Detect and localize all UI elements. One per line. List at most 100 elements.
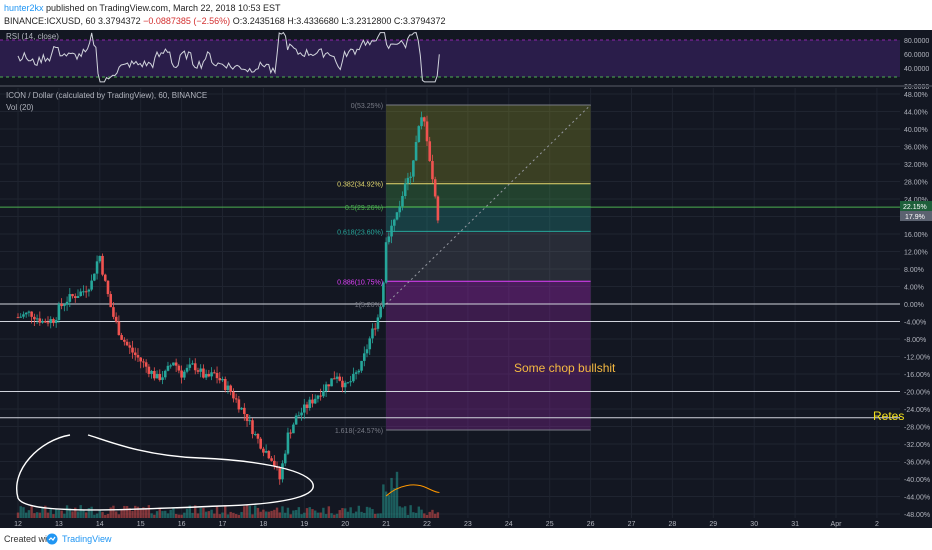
candle-body [60,303,63,307]
candle-body [392,219,396,226]
volume-bar [393,488,396,518]
volume-bar [109,507,112,518]
volume-bar [281,506,284,518]
price-axis-tick: -40.00% [904,477,930,484]
candle-body [319,395,322,397]
candle-body [365,349,369,354]
volume-bar [172,507,175,518]
volume-bar [90,506,93,518]
candle-body [237,399,241,410]
price-axis-tick: 44.00% [904,110,928,117]
candle-body [251,420,254,435]
annotation-retest[interactable]: Retes [873,409,904,423]
price-axis-tick: 4.00% [904,285,924,292]
volume-bar [27,510,31,518]
volume-bar [68,508,72,518]
volume-bar [420,509,423,518]
candle-body [403,183,407,197]
tradingview-link[interactable]: TradingView [62,534,112,544]
volume-bar [384,491,388,518]
volume-bar [150,513,153,518]
volume-bar [177,514,181,518]
volume-bar [335,513,339,518]
volume-bar [41,507,44,518]
candle-body [131,347,134,353]
volume-bar [390,477,393,518]
volume-bar [202,507,205,518]
price-axis-tick: -16.00% [904,372,930,379]
price-axis-tick: -12.00% [904,355,930,362]
candle-body [433,179,437,197]
candle-body [191,363,194,365]
volume-bar [327,506,331,518]
price-axis[interactable]: 48.00% 44.00% 40.00% 36.00% 32.00% 28.00% 24.0… [904,92,930,519]
candle-body [357,370,361,373]
time-axis[interactable]: 12 13 14 15 16 17 18 19 20 21 22 23 24 25 26 27 28 29 30 31… [14,521,879,528]
rsi-band [0,40,900,77]
high-price: H:3.4336680 [287,16,339,26]
candle-body [57,303,61,321]
volume-bar [74,507,77,518]
chart-svg[interactable]: RSI (14, close) 80.0000 60.0000 40.0000 … [0,30,932,528]
candle-body [428,141,432,162]
candle-body [297,415,301,417]
candle-body [114,316,118,322]
fib-zones [385,104,591,431]
volume-ma-line [385,484,440,497]
candle-body [185,367,189,372]
time-axis-tick: 21 [382,521,390,528]
volume-bar [423,513,426,518]
price-axis-tick: 16.00% [904,232,928,239]
volume-bar [123,505,126,518]
candle-body [142,361,145,363]
price-change: −0.0887385 (−2.56%) [143,16,231,26]
candle-body [338,376,342,381]
time-axis-tick: 19 [300,521,308,528]
candle-body [144,362,148,367]
price-axis-tick: 32.00% [904,162,928,169]
candle-body [335,376,339,379]
candle-body [112,307,115,317]
volume-bar [134,505,137,518]
candle-body [425,121,429,142]
candle-body [376,317,380,329]
candle-body [346,382,350,384]
price-axis-tick: -4.00% [904,320,926,327]
volume-bar [275,507,279,518]
candle-body [63,304,66,307]
price-axis-tick: 36.00% [904,145,928,152]
author-link[interactable]: hunter2kx [4,3,44,13]
hand-drawn-circle[interactable] [16,434,314,511]
volume-bar [87,508,91,518]
chart-area[interactable]: RSI (14, close) 80.0000 60.0000 40.0000 … [0,30,932,528]
volume-bar [300,514,303,518]
volume-bar [98,510,101,518]
volume-bar [284,512,287,518]
volume-bar [180,514,183,518]
candle-body [332,378,336,380]
volume-bar [125,506,129,518]
candle-body [76,296,80,298]
badge-22-bg [900,201,932,211]
volume-bar [117,514,121,518]
fib-zone [386,206,591,232]
time-axis-tick: 24 [505,521,513,528]
candle-body [93,273,96,281]
volume-bar [373,513,377,518]
volume-bar [243,506,246,518]
volume-bar [368,507,371,518]
candle-body [303,404,306,413]
candle-body [360,360,363,371]
candle-body [232,391,235,399]
volume-bar [114,511,118,518]
volume-bar [71,511,74,518]
candle-body [373,328,377,330]
volume-bar [322,507,325,518]
candle-body [324,384,328,392]
volume-bar [188,505,191,518]
candle-body [256,433,260,439]
annotation-chop[interactable]: Some chop bullshit [514,361,616,375]
fib-label: 0.618(23.60%) [337,229,383,236]
fib-zone [386,183,591,207]
price-axis-tick: -20.00% [904,390,930,397]
